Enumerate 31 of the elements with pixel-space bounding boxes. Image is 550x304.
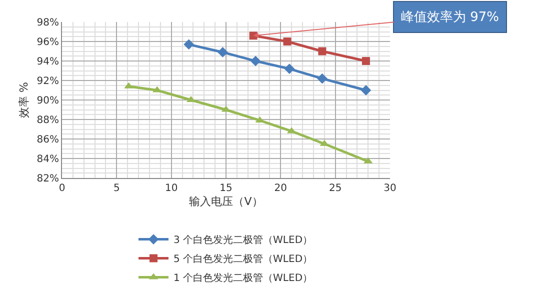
y-tick-label: 86%	[36, 134, 59, 146]
point	[360, 85, 372, 96]
point	[218, 47, 228, 58]
point	[318, 47, 326, 56]
x-tick-label: 0	[58, 183, 66, 194]
x-tick-label: 5	[113, 183, 120, 194]
legend-label: 3 个白色发光二极管（WLED）	[174, 234, 313, 246]
point	[362, 57, 370, 65]
annotation: 峰值效率为 97%	[401, 9, 500, 25]
y-tick-label: 98%	[36, 18, 59, 28]
y-tick-label: 88%	[36, 115, 59, 126]
y-tick-label: 82%	[36, 174, 59, 184]
point	[250, 56, 261, 66]
point	[184, 39, 194, 50]
point	[283, 38, 292, 46]
y-tick-label: 90%	[36, 96, 59, 106]
point	[284, 64, 295, 74]
x-tick-label: 30	[384, 183, 396, 194]
point	[317, 73, 328, 84]
y-tick-label: 94%	[36, 56, 59, 68]
legend-label: 1 个白色发光二极管（WLED）	[174, 272, 313, 284]
x-tick-label: 15	[220, 183, 232, 194]
x-tick-label: 10	[164, 183, 178, 194]
legend-label: 5 个白色发光二极管（WLED）	[174, 253, 313, 266]
y-tick-label: 84%	[36, 154, 59, 165]
y-tick-label: 96%	[36, 37, 59, 48]
x-axis-title: 输入电压（V）	[189, 195, 263, 208]
x-tick-label: 25	[328, 183, 342, 194]
x-tick-label: 20	[274, 183, 288, 194]
y-tick-label: 92%	[36, 76, 59, 87]
y-axis-title: 效率 %	[17, 82, 30, 118]
